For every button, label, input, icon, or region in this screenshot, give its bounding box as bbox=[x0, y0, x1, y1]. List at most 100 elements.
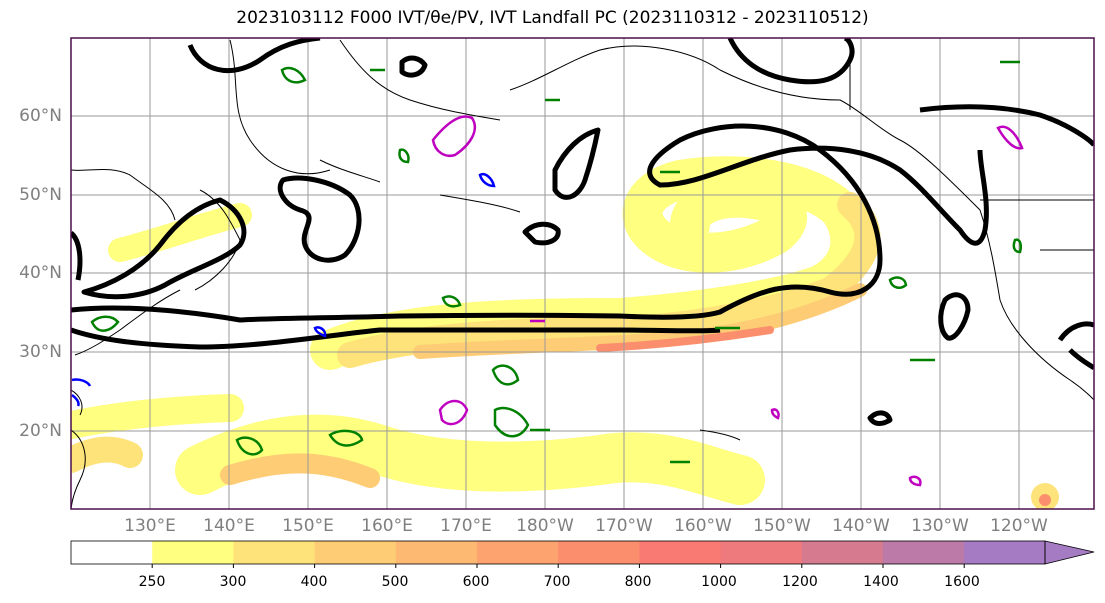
pv-contour bbox=[398, 148, 410, 164]
colorbar-segment bbox=[964, 541, 1046, 564]
coast-japan bbox=[74, 289, 181, 356]
blue-contour bbox=[71, 378, 92, 407]
map-frame bbox=[70, 37, 1095, 510]
pv-contour bbox=[888, 276, 908, 289]
ivt-tropic-main-core bbox=[220, 453, 380, 488]
lat-label-40: 40°N bbox=[19, 263, 62, 283]
ivt-japan bbox=[108, 203, 252, 262]
magenta-contour bbox=[431, 115, 477, 157]
colorbar-label: 600 bbox=[462, 574, 490, 590]
blue-contour bbox=[478, 173, 496, 188]
thetae-contour-east-1 bbox=[938, 292, 971, 341]
ivt-east-blob-core bbox=[1039, 494, 1051, 506]
map-title: 2023103112 F000 IVT/θe/PV, IVT Landfall … bbox=[0, 8, 1105, 28]
title-text: 2023103112 F000 IVT/θe/PV, IVT Landfall … bbox=[236, 8, 869, 28]
thetae-contour-kamchatka bbox=[277, 175, 362, 263]
colorbar-ticks bbox=[151, 564, 965, 568]
colorbar-segment bbox=[801, 541, 884, 564]
pv-contour bbox=[235, 436, 264, 456]
colorbar-segment bbox=[314, 541, 397, 564]
magenta-contour bbox=[996, 125, 1024, 150]
thetae-contour-bering bbox=[552, 127, 601, 200]
pv-contours bbox=[90, 60, 1023, 464]
coast-alaska-w bbox=[509, 45, 721, 91]
colorbar bbox=[70, 540, 1095, 568]
colorbar-label: 250 bbox=[138, 574, 166, 590]
ivt-band-700 bbox=[596, 326, 774, 352]
blue-contours bbox=[71, 173, 496, 407]
pv-contour bbox=[493, 406, 530, 438]
coast-hawaii bbox=[699, 429, 741, 441]
lat-label-30: 30°N bbox=[19, 342, 62, 362]
colorbar-extend-arrow bbox=[1044, 540, 1095, 565]
colorbar-segment bbox=[558, 541, 640, 564]
lon-label-160e: 160°E bbox=[361, 516, 413, 536]
lat-label-60: 60°N bbox=[19, 106, 62, 126]
coast-alaska-s bbox=[719, 69, 981, 211]
coast-bering-w bbox=[339, 39, 501, 121]
colorbar-segment bbox=[639, 541, 722, 564]
thetae-contour-north-1 bbox=[187, 38, 321, 74]
magenta-contour bbox=[438, 399, 469, 426]
ivt-tropic-west bbox=[71, 394, 244, 439]
pv-contour bbox=[90, 315, 120, 332]
coast-asia bbox=[71, 169, 176, 221]
colorbar-segment bbox=[395, 541, 478, 564]
pv-contour bbox=[328, 429, 364, 447]
colorbar-label: 1400 bbox=[863, 574, 899, 590]
thetae-contour-south bbox=[71, 327, 721, 350]
colorbar-segment bbox=[71, 541, 153, 564]
ivt-tropic-west-core bbox=[71, 436, 143, 473]
lon-label-180w: 180°W bbox=[516, 516, 574, 536]
magenta-contours bbox=[431, 115, 1024, 487]
colorbar-segment bbox=[152, 541, 234, 564]
colorbar-label: 400 bbox=[300, 574, 328, 590]
thetae-contour-gulf bbox=[727, 38, 855, 85]
colorbar-label: 800 bbox=[624, 574, 652, 590]
pv-contour bbox=[280, 66, 307, 84]
magenta-contour bbox=[908, 475, 922, 487]
colorbar-segment bbox=[477, 541, 559, 564]
colorbar-segment bbox=[233, 541, 316, 564]
coast-aleutians bbox=[319, 159, 521, 213]
lon-label-130w: 130°W bbox=[911, 516, 969, 536]
lon-label-150w: 150°W bbox=[753, 516, 811, 536]
lon-label-130e: 130°E bbox=[124, 516, 176, 536]
lon-label-160w: 160°W bbox=[674, 516, 732, 536]
coast-na-west bbox=[979, 209, 1094, 401]
coast-philippines bbox=[71, 429, 86, 509]
thetae-contour-japan bbox=[81, 197, 247, 300]
thetae-contour-east-2 bbox=[1057, 321, 1094, 371]
lon-label-140e: 140°E bbox=[203, 516, 255, 536]
lat-label-20: 20°N bbox=[19, 421, 62, 441]
colorbar-segments bbox=[71, 541, 1046, 564]
colorbar-segment bbox=[720, 541, 803, 564]
lat-label-50: 50°N bbox=[19, 185, 62, 205]
coast-taiwan bbox=[71, 389, 83, 416]
thetae-contour-canada bbox=[919, 104, 1094, 147]
lon-label-170w: 170°W bbox=[595, 516, 653, 536]
thetae-contour-small-1 bbox=[522, 221, 561, 246]
lon-label-150e: 150°E bbox=[282, 516, 334, 536]
map-plot-area bbox=[71, 38, 1094, 509]
pv-contour bbox=[441, 295, 462, 308]
colorbar-label: 500 bbox=[381, 574, 409, 590]
colorbar-segment bbox=[883, 541, 965, 564]
colorbar-label: 1000 bbox=[701, 574, 737, 590]
colorbar-label: 700 bbox=[543, 574, 571, 590]
thetae-contour-west-edge bbox=[71, 231, 83, 281]
colorbar-label: 1200 bbox=[782, 574, 818, 590]
lon-label-170e: 170°E bbox=[440, 516, 492, 536]
blue-contour bbox=[313, 326, 327, 338]
pv-contour bbox=[491, 364, 520, 386]
colorbar-label: 1600 bbox=[944, 574, 980, 590]
ivt-band-300 bbox=[337, 192, 881, 368]
thetae-contour-main bbox=[71, 123, 989, 323]
magenta-contour bbox=[770, 408, 780, 420]
lon-label-120w: 120°W bbox=[990, 516, 1048, 536]
colorbar-label: 300 bbox=[219, 574, 247, 590]
pv-contour bbox=[1012, 238, 1023, 254]
lon-label-140w: 140°W bbox=[832, 516, 890, 536]
thetae-contour-east-3 bbox=[867, 410, 893, 426]
